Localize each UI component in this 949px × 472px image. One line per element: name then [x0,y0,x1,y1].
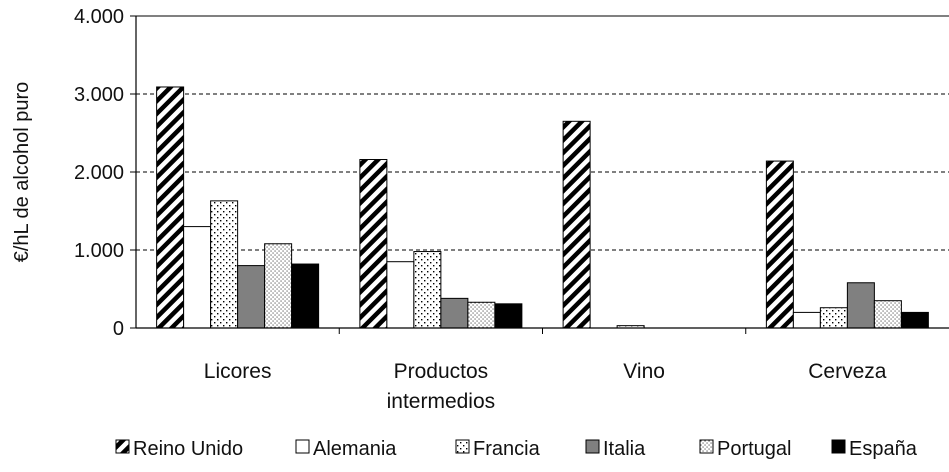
bar-españa [291,263,320,329]
y-tick-label: 2.000 [74,162,124,184]
y-tick-label: 3.000 [74,84,124,106]
axes [130,15,949,334]
legend-label-portugal: Portugal [717,438,792,460]
bar-portugal [264,243,293,329]
bar-españa [900,311,929,329]
bar-alemania [792,311,821,329]
bar-francia [210,200,239,329]
bar-alemania [183,226,212,329]
y-tick-label: 1.000 [74,240,124,262]
legend-label-españa: España [849,438,918,460]
x-category-label: Vino [623,360,665,383]
legend-swatch-alemania [295,439,310,454]
legend-label-italia: Italia [603,438,646,460]
legend-label-alemania: Alemania [313,438,397,460]
bar-españa [494,303,523,329]
bar-reino-unido [765,160,794,329]
legend-swatch-reino-unido [115,439,130,454]
x-category-label: Licores [204,360,272,383]
bar-alemania [386,261,415,329]
bar-francia [413,251,442,329]
y-tick-label: 0 [113,318,124,340]
legend-label-reino-unido: Reino Unido [133,438,243,460]
legend-label-francia: Francia [473,438,541,460]
y-axis-title: €/hL de alcohol puro [11,82,33,263]
bar-italia [440,297,469,329]
legend-swatch-portugal [699,439,714,454]
legend-swatch-italia [585,439,600,454]
bar-portugal [467,301,496,329]
y-tick-label: 4.000 [74,6,124,28]
gridlines [136,93,949,251]
x-category-label: intermedios [387,390,496,413]
bar-portugal [873,300,902,329]
legend: Reino Unido Alemania Francia Italia Portugal… [115,438,918,460]
legend-swatch-españa [831,439,846,454]
x-category-label: Cerveza [808,360,887,383]
bar-reino-unido [156,86,185,329]
bar-italia [237,265,266,329]
legend-swatch-francia [455,439,470,454]
labels: 0 1.000 2.000 3.000 4.000 Licores Productos int… [11,6,887,413]
x-category-label: Productos [394,360,489,383]
bar-francia [819,307,848,329]
bar-reino-unido [359,159,388,329]
bar-reino-unido [562,120,591,329]
bar-italia [846,282,875,329]
bars [156,86,929,329]
